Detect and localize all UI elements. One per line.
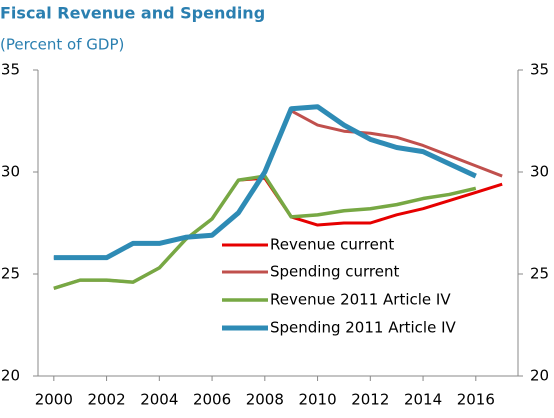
y-tick-label: 20	[1, 367, 20, 385]
y-tick-label: 35	[1, 61, 20, 79]
y2-tick-label: 35	[530, 61, 549, 79]
y2-tick-label: 30	[530, 163, 549, 181]
y2-tick-label: 20	[530, 367, 549, 385]
y-tick-label: 25	[1, 265, 20, 283]
legend-label: Spending 2011 Article IV	[270, 319, 457, 337]
x-tick-label: 2002	[87, 391, 125, 409]
x-tick-label: 2014	[404, 391, 442, 409]
series-line	[53, 104, 477, 261]
x-tick-label: 2000	[35, 391, 73, 409]
y-tick-label: 30	[1, 163, 20, 181]
x-tick-label: 2012	[351, 391, 389, 409]
x-tick-label: 2010	[298, 391, 336, 409]
legend-label: Spending current	[270, 263, 399, 281]
x-tick-label: 2016	[457, 391, 495, 409]
chart-subtitle: (Percent of GDP)	[0, 36, 124, 54]
chart-title: Fiscal Revenue and Spending	[0, 4, 265, 23]
y2-tick-label: 25	[530, 265, 549, 283]
x-tick-label: 2006	[193, 391, 231, 409]
x-tick-label: 2008	[246, 391, 284, 409]
legend-label: Revenue current	[270, 236, 394, 254]
x-tick-label: 2004	[140, 391, 178, 409]
legend-label: Revenue 2011 Article IV	[270, 291, 451, 309]
